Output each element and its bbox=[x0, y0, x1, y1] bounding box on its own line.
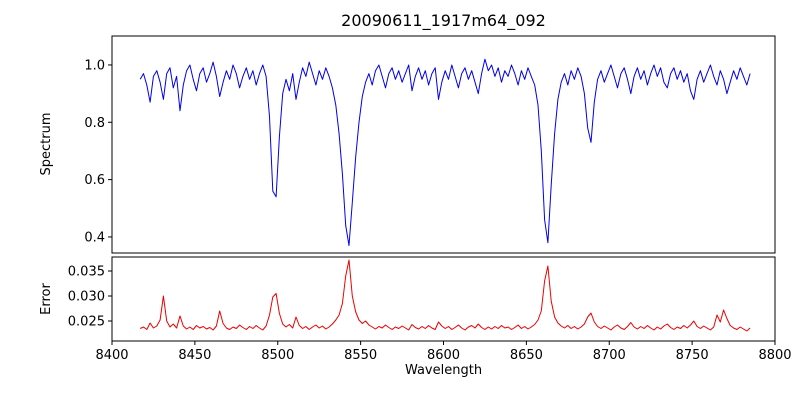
x-axis-label: Wavelength bbox=[404, 363, 483, 378]
y-tick-label: 0.025 bbox=[68, 315, 105, 330]
x-tick-label: 8550 bbox=[344, 348, 377, 363]
y-tick-label: 0.4 bbox=[84, 230, 105, 245]
y-tick-label: 0.8 bbox=[84, 116, 105, 131]
spectrum-line bbox=[139, 58, 751, 246]
spectrum-axes-frame bbox=[111, 35, 776, 254]
x-tick-label: 8650 bbox=[510, 348, 543, 363]
y-tick-label: 0.035 bbox=[68, 265, 105, 280]
chart-title: 20090611_1917m64_092 bbox=[341, 11, 546, 30]
y-tick-label: 0.6 bbox=[84, 173, 105, 188]
x-tick-label: 8500 bbox=[261, 348, 294, 363]
y-tick-label: 0.030 bbox=[68, 290, 105, 305]
y-tick-label: 1.0 bbox=[84, 58, 105, 73]
error-line bbox=[139, 259, 751, 332]
x-tick-label: 8750 bbox=[676, 348, 709, 363]
x-tick-label: 8600 bbox=[427, 348, 460, 363]
x-tick-label: 8800 bbox=[758, 348, 791, 363]
x-tick-label: 8400 bbox=[95, 348, 128, 363]
x-tick-label: 8450 bbox=[178, 348, 211, 363]
x-tick-label: 8700 bbox=[593, 348, 626, 363]
